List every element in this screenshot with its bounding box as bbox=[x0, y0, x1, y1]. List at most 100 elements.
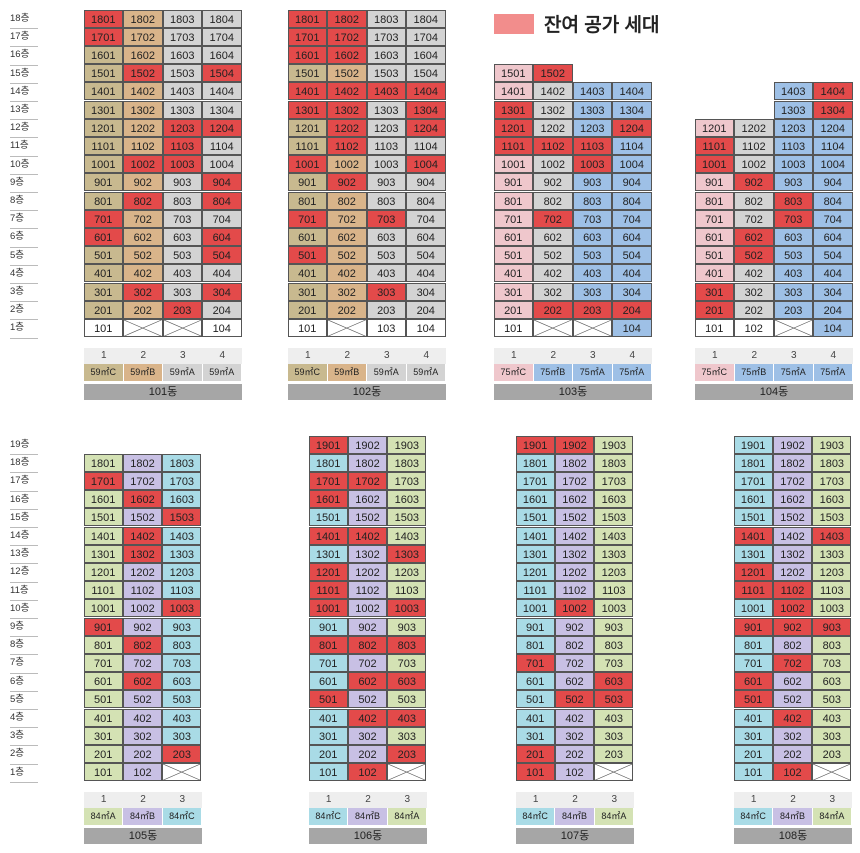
unit-cell: 602 bbox=[554, 672, 595, 691]
unit-cell: 403 bbox=[572, 264, 612, 283]
unit-cell: 301 bbox=[287, 282, 327, 301]
unit-cell: 203 bbox=[387, 744, 427, 764]
unit-cell: 1401 bbox=[308, 526, 348, 545]
unit-cell: 1003 bbox=[773, 155, 813, 174]
unit-cell: 703 bbox=[594, 653, 634, 673]
unit-cell: 1301 bbox=[83, 544, 123, 563]
unit-cell: 1804 bbox=[406, 9, 446, 28]
unit-cell: 1701 bbox=[515, 471, 555, 491]
unit-cell: 204 bbox=[612, 300, 652, 319]
unit-cell: 303 bbox=[773, 282, 813, 301]
unit-cell: 1601 bbox=[83, 490, 123, 509]
unit-cell: 101 bbox=[83, 318, 123, 338]
unit-cell: 402 bbox=[772, 708, 813, 727]
floor-label: 11층 bbox=[10, 582, 38, 601]
unit-cell: 1003 bbox=[162, 599, 202, 618]
unit-cell: 702 bbox=[347, 653, 388, 673]
line-number: 4 bbox=[612, 347, 652, 364]
unit-cell: 1901 bbox=[733, 435, 773, 454]
unit-cell: 402 bbox=[734, 264, 774, 283]
unit-cell: 901 bbox=[493, 173, 533, 192]
line-number: 2 bbox=[533, 347, 573, 364]
unit-cell: 703 bbox=[162, 209, 202, 228]
unit-cell: 502 bbox=[123, 246, 163, 265]
unit-cell: 302 bbox=[347, 726, 388, 745]
unit-cell: 401 bbox=[515, 708, 555, 727]
line-number: 4 bbox=[202, 347, 242, 364]
unit-cell: 1302 bbox=[347, 544, 388, 563]
unit-cell: 502 bbox=[772, 690, 813, 709]
unit-cell: 902 bbox=[327, 173, 367, 192]
unit-cell: 802 bbox=[347, 635, 388, 654]
unit-cell: 1701 bbox=[733, 471, 773, 491]
unit-cell: 904 bbox=[813, 173, 853, 192]
unit-cell: 1501 bbox=[83, 64, 123, 83]
unit-cell: 1303 bbox=[387, 544, 427, 563]
unit-cell: 503 bbox=[387, 690, 427, 709]
building-name: 105동 bbox=[84, 827, 202, 844]
unit-cell: 1701 bbox=[83, 471, 123, 491]
unit-cell: 1703 bbox=[366, 27, 406, 46]
unit-cell: 1503 bbox=[366, 64, 406, 83]
unit-cell: 1403 bbox=[162, 526, 202, 545]
unit-type-label: 75㎡A bbox=[573, 363, 612, 381]
unit-cell: 1001 bbox=[83, 155, 123, 174]
unit-cell: 903 bbox=[162, 617, 202, 636]
floor-label: 15층 bbox=[10, 509, 38, 528]
unit-cell: 502 bbox=[734, 246, 774, 265]
unit-cell: 1902 bbox=[347, 435, 388, 454]
unit-cell: 701 bbox=[694, 209, 734, 228]
unit-cell: 1201 bbox=[287, 118, 327, 137]
unit-cell: 1101 bbox=[83, 136, 123, 156]
unit-cell: 102 bbox=[554, 763, 595, 782]
unit-cell: 1204 bbox=[813, 118, 853, 137]
unit-cell: 103 bbox=[366, 318, 406, 338]
unit-cell: 302 bbox=[327, 282, 367, 301]
unit-cell: 204 bbox=[813, 300, 853, 319]
unit-cell: 1701 bbox=[308, 471, 348, 491]
unit-cell: 1104 bbox=[406, 136, 446, 156]
unit-cell: 402 bbox=[347, 708, 388, 727]
unit-cell: 504 bbox=[612, 246, 652, 265]
unit-cell: 602 bbox=[122, 672, 163, 691]
floor-label: 6층 bbox=[10, 673, 38, 692]
unit-cell: 1102 bbox=[347, 581, 388, 600]
unit-cell: 1202 bbox=[533, 118, 573, 137]
unit-cell: 303 bbox=[162, 282, 202, 301]
unit-cell: 1303 bbox=[594, 544, 634, 563]
unit-cell: 902 bbox=[554, 617, 595, 636]
unit-cell: 803 bbox=[366, 191, 406, 210]
unit-cell: 1501 bbox=[733, 508, 773, 527]
unit-type-label: 59㎡B bbox=[123, 363, 162, 381]
unit-cell: 501 bbox=[83, 246, 123, 265]
unit-cell: 101 bbox=[515, 763, 555, 782]
unit-cell: 1802 bbox=[554, 453, 595, 472]
unit-cell: 903 bbox=[366, 173, 406, 192]
unit-cell: 404 bbox=[813, 264, 853, 283]
unit-cell: 504 bbox=[202, 246, 242, 265]
unit-cell: 501 bbox=[308, 690, 348, 709]
line-number: 2 bbox=[348, 791, 388, 808]
unit-cell: 1803 bbox=[594, 453, 634, 472]
unit-cell: 1004 bbox=[612, 155, 652, 174]
unit-cell: 1703 bbox=[812, 471, 852, 491]
unit-cell: 503 bbox=[366, 246, 406, 265]
unit-cell: 1604 bbox=[202, 45, 242, 65]
unit-cell: 202 bbox=[122, 744, 163, 764]
unit-cell: 1403 bbox=[162, 82, 202, 101]
unit-cell: 1004 bbox=[202, 155, 242, 174]
unit-type-label: 59㎡B bbox=[327, 363, 366, 381]
unit-cell: 603 bbox=[812, 672, 852, 691]
unit-cell: 804 bbox=[813, 191, 853, 210]
unit-cell: 1403 bbox=[387, 526, 427, 545]
unit-cell: 903 bbox=[387, 617, 427, 636]
unit-cell: 101 bbox=[733, 763, 773, 782]
line-number: 1 bbox=[84, 791, 124, 808]
line-number: 3 bbox=[367, 347, 407, 364]
unit-cell: 1001 bbox=[515, 599, 555, 618]
unit-cell: 1303 bbox=[812, 544, 852, 563]
unit-cell: 202 bbox=[772, 744, 813, 764]
unit-cell: 404 bbox=[406, 264, 446, 283]
unit-type-label: 84㎡C bbox=[516, 807, 555, 825]
unit-cell: 1101 bbox=[287, 136, 327, 156]
